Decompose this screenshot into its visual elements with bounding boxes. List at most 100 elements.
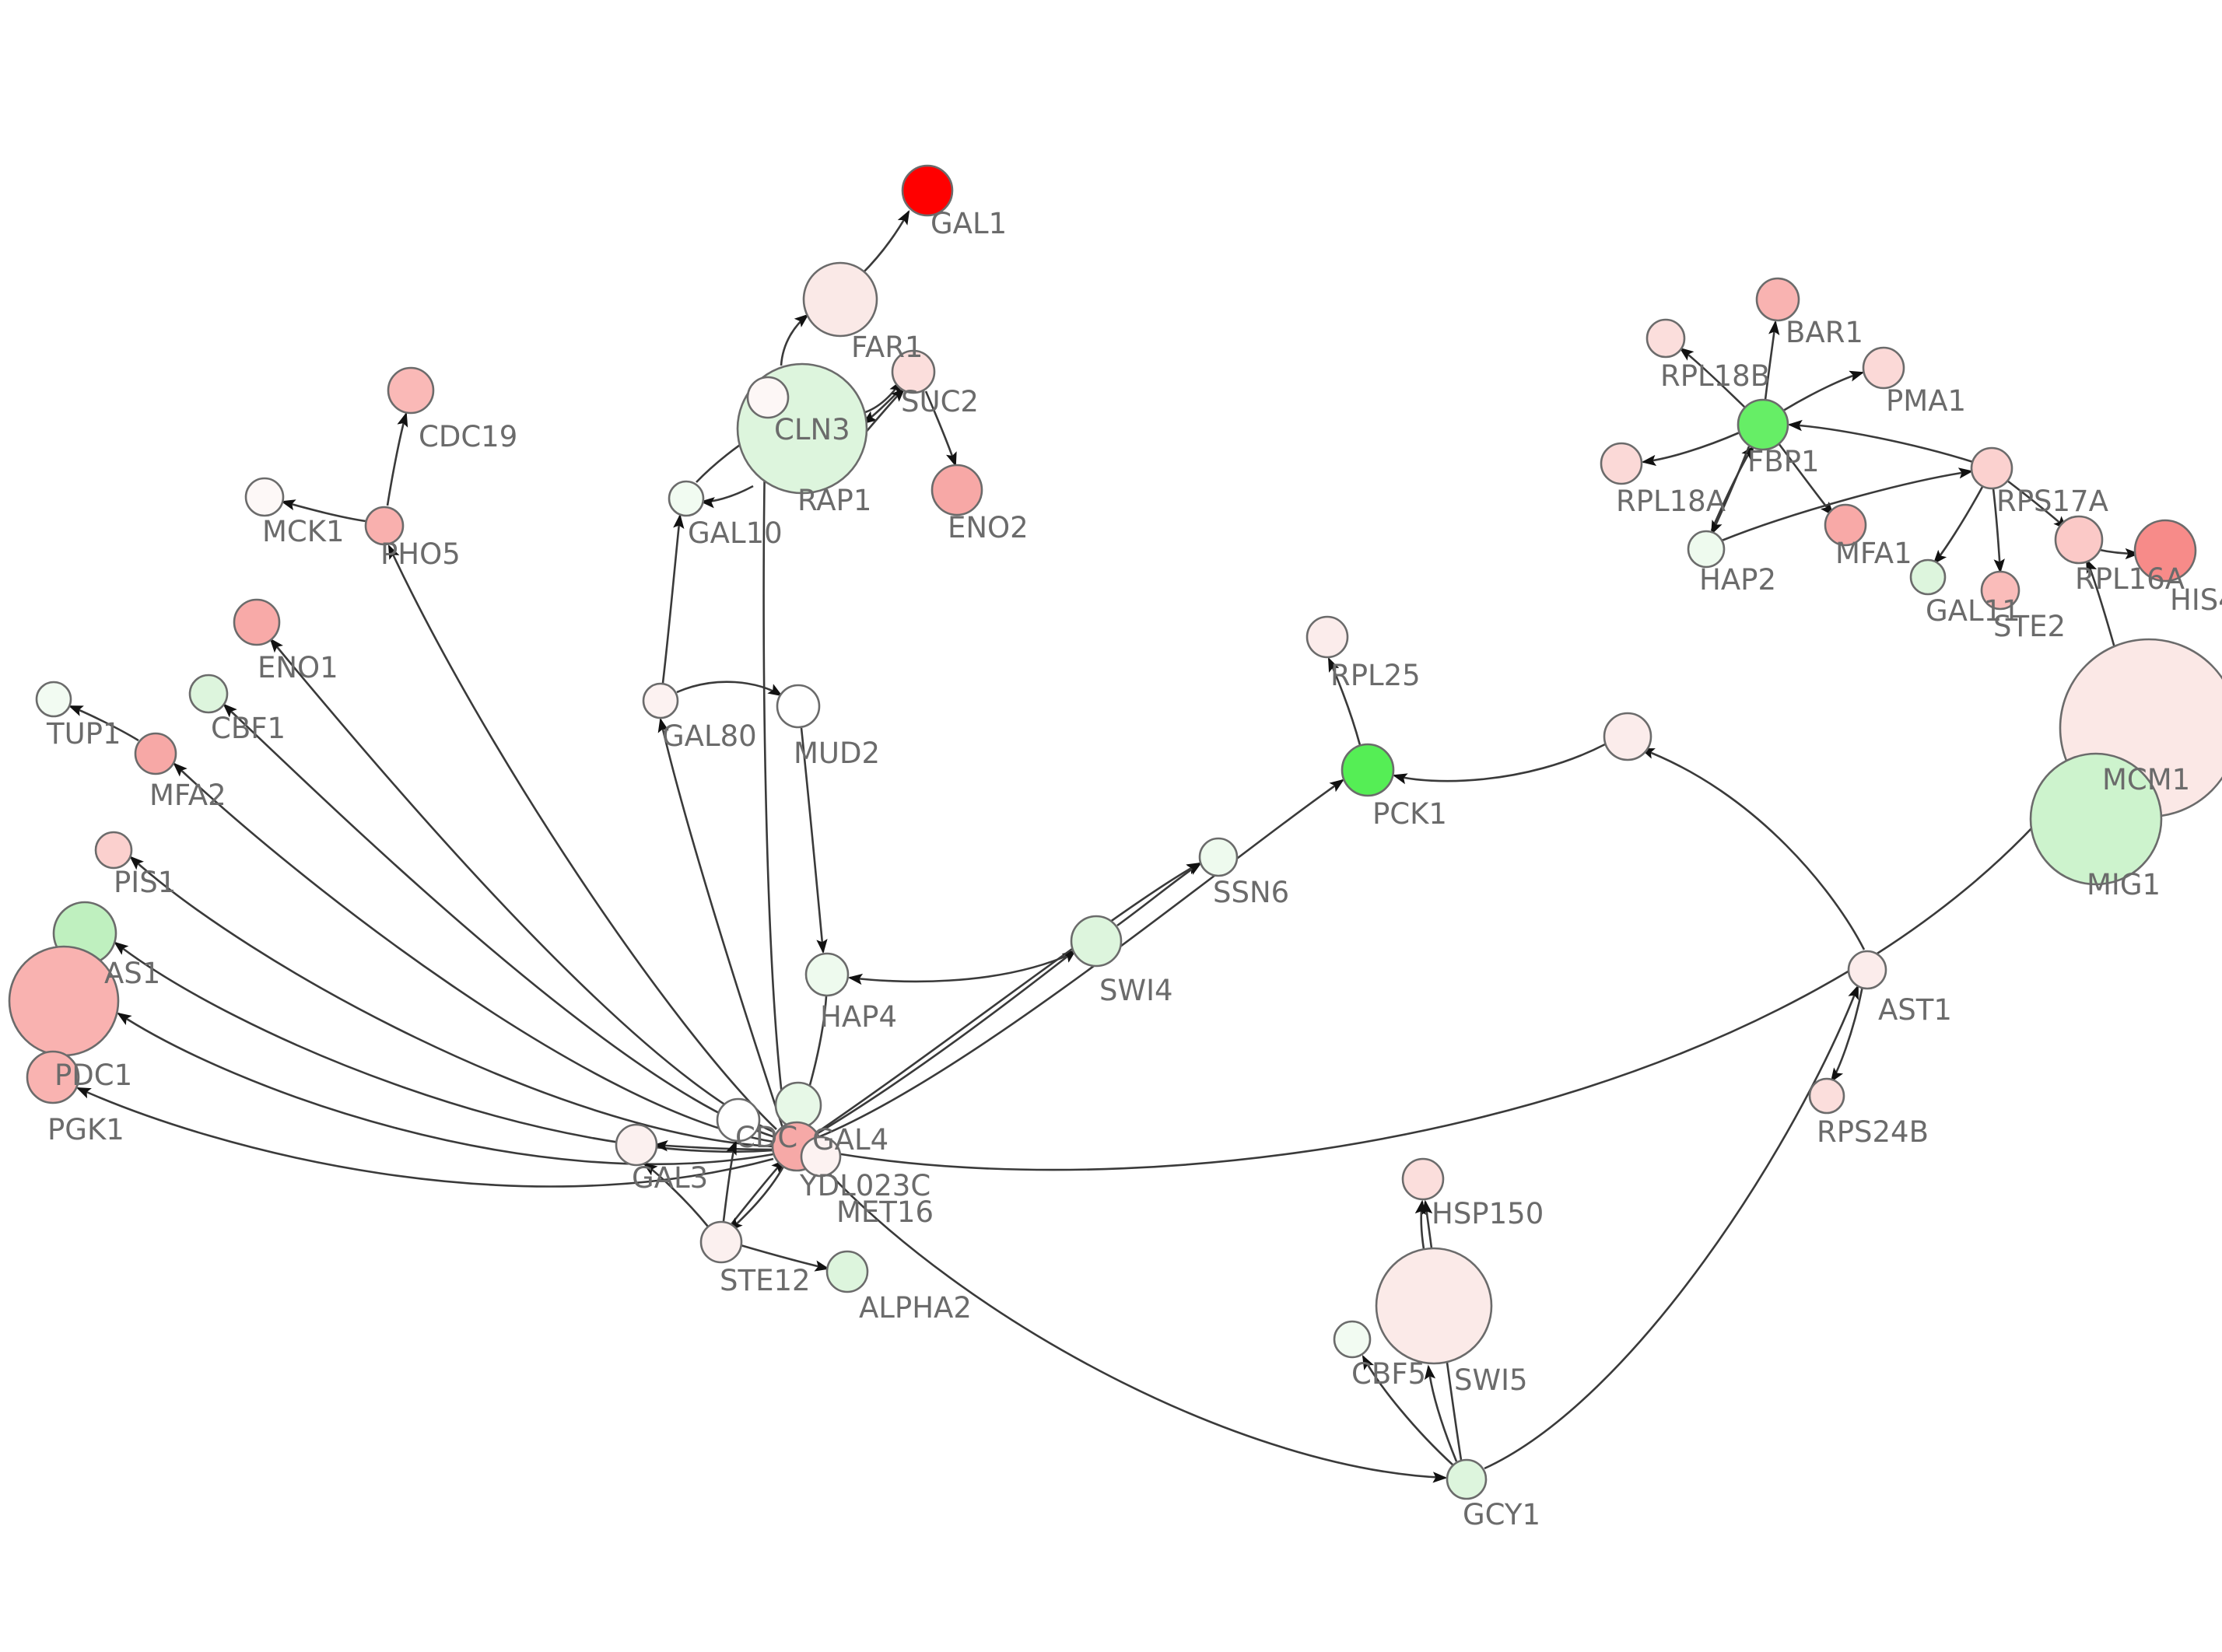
node-circle-midhub[interactable] [1603,712,1652,761]
node-label-pma1: PMA1 [1886,384,1966,418]
node-circle-his4[interactable] [2133,519,2197,583]
node-circle-gcy1[interactable] [1446,1458,1488,1500]
node-circle-ssn6[interactable] [1198,837,1239,877]
node-swi4[interactable] [1070,915,1123,968]
node-circle-pis1[interactable] [94,831,133,870]
node-circle-hsp150[interactable] [1401,1157,1445,1201]
node-gal10[interactable] [668,480,705,517]
node-circle-cdc19[interactable] [387,366,435,415]
node-gal1[interactable] [901,164,954,217]
node-eno1[interactable] [233,598,281,646]
node-rap1[interactable] [746,376,790,419]
node-circle-mig1[interactable] [2029,752,2163,886]
node-hsp150[interactable] [1401,1157,1445,1201]
node-circle-cbf5[interactable] [1333,1320,1372,1359]
node-suc2[interactable] [891,349,936,394]
edge-cln3-to-gal10 [699,485,754,509]
node-pdc1[interactable] [8,945,120,1057]
node-circle-ste2[interactable] [1980,570,2020,611]
node-circle-gal80[interactable] [642,682,679,719]
node-gcy1[interactable] [1446,1458,1488,1500]
node-pck1[interactable] [1341,743,1395,797]
node-circle-gal3[interactable] [615,1123,658,1167]
node-circle-mfa2[interactable] [134,732,177,775]
node-circle-mud2[interactable] [776,684,821,729]
node-ste12[interactable] [699,1220,743,1264]
node-mud2[interactable] [776,684,821,729]
node-ydl023c[interactable] [800,1136,842,1178]
node-rpl18a[interactable] [1600,442,1643,485]
node-swi5[interactable] [1375,1247,1493,1365]
node-circle-gal10[interactable] [668,480,705,517]
node-far1[interactable] [802,261,878,338]
node-circle-suc2[interactable] [891,349,936,394]
node-pma1[interactable] [1862,346,1905,390]
node-ste2[interactable] [1980,570,2020,611]
node-circle-pma1[interactable] [1862,346,1905,390]
node-label-cdc19: CDC19 [419,420,517,453]
node-gal3[interactable] [615,1123,658,1167]
node-circle-ste12[interactable] [699,1220,743,1264]
node-mfa2[interactable] [134,732,177,775]
node-circle-bar1[interactable] [1755,277,1800,322]
node-circle-ydl023c[interactable] [800,1136,842,1178]
node-pis1[interactable] [94,831,133,870]
node-tup1[interactable] [35,681,72,718]
node-circle-gal11[interactable] [1909,558,1947,596]
node-ast1[interactable] [1847,950,1887,990]
node-circle-pck1[interactable] [1341,743,1395,797]
node-circle-rpl18a[interactable] [1600,442,1643,485]
node-circle-pdc1[interactable] [8,945,120,1057]
node-circle-eno1[interactable] [233,598,281,646]
node-circle-cbf1[interactable] [188,674,229,714]
node-circle-cdc[interactable] [716,1097,761,1143]
node-gal80[interactable] [642,682,679,719]
node-circle-tup1[interactable] [35,681,72,718]
node-rpl16a[interactable] [2054,515,2104,565]
node-gal11[interactable] [1909,558,1947,596]
node-circle-far1[interactable] [802,261,878,338]
node-circle-rpl25[interactable] [1306,615,1349,659]
node-cbf1[interactable] [188,674,229,714]
node-circle-rpl18b[interactable] [1645,318,1686,359]
node-cdc19[interactable] [387,366,435,415]
node-midhub[interactable] [1603,712,1652,761]
node-pgk1[interactable] [26,1050,80,1104]
node-circle-rap1[interactable] [746,376,790,419]
node-mfa1[interactable] [1824,503,1867,547]
node-hap2[interactable] [1687,530,1726,569]
node-circle-gal1[interactable] [901,164,954,217]
node-rpl25[interactable] [1306,615,1349,659]
node-cbf5[interactable] [1333,1320,1372,1359]
node-mig1[interactable] [2029,752,2163,886]
node-bar1[interactable] [1755,277,1800,322]
node-fbp1[interactable] [1737,398,1789,451]
node-circle-eno2[interactable] [931,464,983,516]
node-hap4[interactable] [804,952,850,997]
node-alpha2[interactable] [825,1250,869,1293]
node-circle-hap2[interactable] [1687,530,1726,569]
node-circle-pho5[interactable] [364,506,405,546]
node-circle-rpl16a[interactable] [2054,515,2104,565]
node-eno2[interactable] [931,464,983,516]
node-circle-mfa1[interactable] [1824,503,1867,547]
node-circle-hap4[interactable] [804,952,850,997]
node-rps24b[interactable] [1808,1077,1845,1115]
node-circle-pgk1[interactable] [26,1050,80,1104]
node-label-hap4: HAP4 [820,1000,897,1034]
node-circle-swi5[interactable] [1375,1247,1493,1365]
node-cdc[interactable] [716,1097,761,1143]
node-his4[interactable] [2133,519,2197,583]
node-circle-swi4[interactable] [1070,915,1123,968]
node-mck1[interactable] [244,477,285,517]
node-circle-rps17a[interactable] [1970,446,2013,490]
node-circle-ast1[interactable] [1847,950,1887,990]
node-ssn6[interactable] [1198,837,1239,877]
node-pho5[interactable] [364,506,405,546]
node-rpl18b[interactable] [1645,318,1686,359]
node-circle-fbp1[interactable] [1737,398,1789,451]
node-rps17a[interactable] [1970,446,2013,490]
node-circle-alpha2[interactable] [825,1250,869,1293]
node-circle-mck1[interactable] [244,477,285,517]
node-circle-rps24b[interactable] [1808,1077,1845,1115]
